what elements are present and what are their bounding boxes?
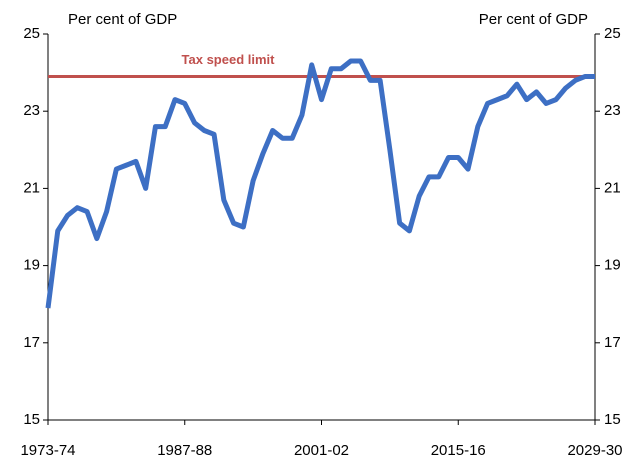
x-tick-label: 2015-16 — [431, 442, 486, 459]
x-tick-label: 1973-74 — [20, 442, 75, 459]
y2-axis-label: Per cent of GDP — [479, 11, 588, 28]
x-tick-label: 2001-02 — [294, 442, 349, 459]
reference-label: Tax speed limit — [182, 52, 276, 67]
y2-tick-label: 25 — [604, 25, 621, 42]
x-tick-label: 2029-30 — [567, 442, 622, 459]
y-axis-label: Per cent of GDP — [68, 11, 177, 28]
x-tick-label: 1987-88 — [157, 442, 212, 459]
y-tick-label: 17 — [23, 334, 40, 351]
y2-tick-label: 15 — [604, 411, 621, 428]
y-tick-label: 25 — [23, 25, 40, 42]
y-tick-label: 23 — [23, 102, 40, 119]
series-line — [45, 58, 595, 309]
y-tick-label: 19 — [23, 257, 40, 274]
y2-tick-label: 21 — [604, 179, 621, 196]
y2-tick-label: 23 — [604, 102, 621, 119]
y2-tick-label: 19 — [604, 257, 621, 274]
y2-tick-label: 17 — [604, 334, 621, 351]
y-tick-label: 15 — [23, 411, 40, 428]
y-tick-label: 21 — [23, 179, 40, 196]
